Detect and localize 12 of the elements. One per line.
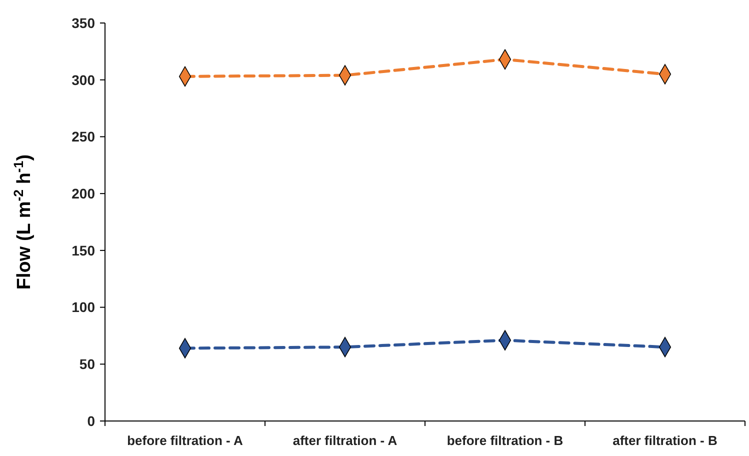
x-tick-label: after filtration - A: [292, 433, 398, 448]
y-tick-label: 300: [72, 72, 96, 88]
y-tick-label: 100: [72, 299, 96, 316]
y-tick-label: 350: [72, 14, 96, 31]
x-tick-label: before filtration - B: [446, 433, 564, 448]
x-tick-label: before filtration - A: [127, 433, 244, 448]
y-tick-label: 150: [72, 242, 96, 258]
x-tick-label: after filtration - B: [612, 433, 718, 448]
y-tick-label: 250: [72, 128, 96, 145]
y-tick-label: 50: [79, 356, 96, 372]
y-tick-label: 0: [87, 412, 96, 429]
y-tick-label: 200: [72, 185, 96, 202]
